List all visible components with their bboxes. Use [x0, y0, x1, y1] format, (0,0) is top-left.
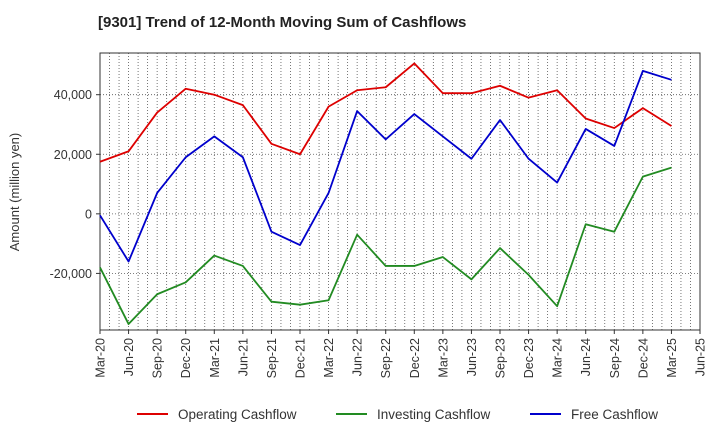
axes-layer: -20,000 0 20,000 40,000 Mar-20 Jun-20 Sep-20 De…: [50, 52, 708, 378]
x-tick-label: Dec-21: [294, 338, 308, 378]
chart-title: [9301] Trend of 12-Month Moving Sum of C…: [98, 14, 467, 31]
grid-layer: [99, 53, 701, 330]
legend-label-investing-cashflow: Investing Cashflow: [377, 407, 491, 422]
x-tick-label: Jun-24: [579, 338, 593, 376]
x-tick-label: Sep-24: [608, 338, 622, 378]
x-tick-label: Jun-23: [465, 338, 479, 376]
x-tick-label: Mar-20: [94, 338, 108, 378]
x-tick-label: Jun-21: [236, 338, 250, 376]
x-tick-label: Sep-20: [151, 338, 165, 378]
y-tick-label: 20,000: [54, 148, 92, 162]
x-tick-label: Mar-24: [551, 338, 565, 378]
x-tick-label: Mar-23: [436, 338, 450, 378]
legend: Operating Cashflow Investing Cashflow Free…: [137, 407, 658, 422]
investing-cashflow-line: [99, 166, 672, 325]
operating-cashflow-line: [99, 62, 672, 163]
x-tick-label: Mar-21: [208, 338, 222, 378]
y-axis-label: Amount (million yen): [7, 133, 22, 252]
x-tick-label: Mar-25: [665, 338, 679, 378]
x-tick-label: Sep-22: [379, 338, 393, 378]
x-tick-label: Mar-22: [322, 338, 336, 378]
y-tick-label: 40,000: [54, 88, 92, 102]
x-tick-label: Jun-22: [351, 338, 365, 376]
x-tick-label: Dec-23: [522, 338, 536, 378]
x-tick-label: Jun-20: [122, 338, 136, 376]
x-tick-label: Sep-21: [265, 338, 279, 378]
x-tick-label: Dec-20: [179, 338, 193, 378]
legend-label-operating-cashflow: Operating Cashflow: [178, 407, 297, 422]
y-tick-label: 0: [85, 207, 92, 221]
plot-frame: [99, 52, 701, 331]
series-layer: [99, 62, 672, 325]
legend-label-free-cashflow: Free Cashflow: [571, 407, 658, 422]
x-tick-label: Dec-24: [636, 338, 650, 378]
x-tick-label: Jun-25: [694, 338, 708, 376]
x-tick-label: Sep-23: [494, 338, 508, 378]
free-cashflow-line: [99, 69, 672, 263]
y-tick-label: -20,000: [50, 267, 92, 281]
x-tick-label: Dec-22: [408, 338, 422, 378]
